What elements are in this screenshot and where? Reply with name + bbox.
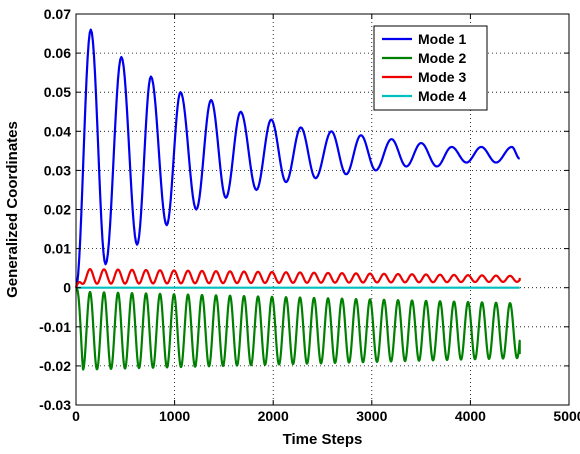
x-tick-label: 5000 [553,408,580,424]
y-tick-label: 0 [63,280,71,296]
series-line-mode-1 [74,28,521,289]
x-tick-label: 3000 [356,408,387,424]
legend-entry-label: Mode 1 [418,31,466,47]
y-tick-label: -0.02 [39,358,71,374]
y-axis-label: Generalized Coordinates [4,121,21,298]
legend-entry-label: Mode 3 [418,69,466,85]
y-tick-label: 0.06 [44,45,71,61]
y-tick-label: 0.02 [44,202,71,218]
x-tick-label: 2000 [258,408,289,424]
y-tick-label: 0.04 [44,123,71,139]
x-tick-label: 4000 [455,408,486,424]
legend: Mode 1 Mode 2 Mode 3 Mode 4 [373,25,488,111]
y-tick-label: 0.05 [44,84,71,100]
y-tick-label: -0.03 [39,397,71,413]
y-tick-label: -0.01 [39,319,71,335]
x-tick-label: 1000 [159,408,190,424]
series-layer [74,28,521,371]
legend-entry-label: Mode 2 [418,50,466,66]
y-tick-label: 0.01 [44,241,71,257]
y-tick-label: 0.07 [44,6,71,22]
legend-entry-label: Mode 4 [418,88,466,104]
series-line-mode-3 [74,268,521,289]
series-line-mode-2 [75,286,521,371]
x-tick-label: 0 [72,408,80,424]
x-axis-label: Time Steps [283,431,363,448]
tick-layer: 0 1000 2000 3000 4000 5000 -0.03 -0.02 -0.01 0 0.0… [39,6,580,424]
y-tick-label: 0.03 [44,162,71,178]
